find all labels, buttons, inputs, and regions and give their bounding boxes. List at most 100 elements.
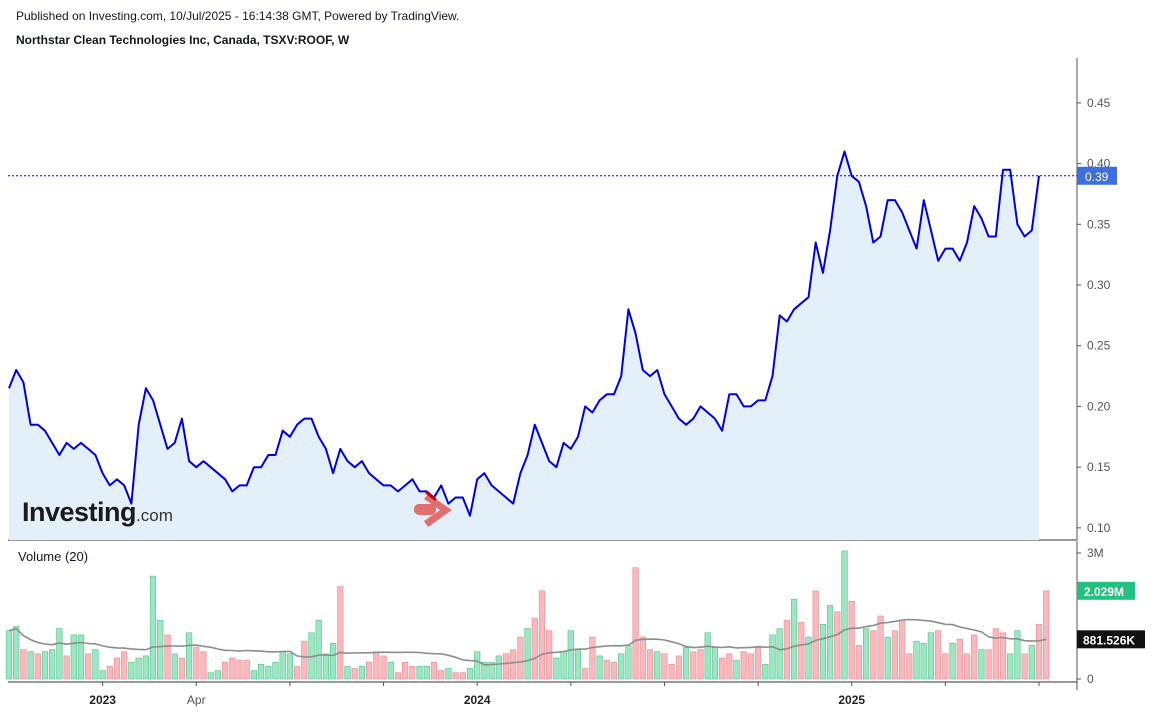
volume-bar	[344, 666, 351, 680]
volume-bar	[63, 655, 70, 680]
volume-bar	[373, 651, 380, 680]
volume-bar	[654, 651, 661, 680]
volume-bar	[963, 653, 971, 680]
volume-bar	[409, 666, 416, 680]
volume-bar	[690, 651, 697, 680]
volume-bar	[193, 647, 200, 680]
volume-bar	[113, 657, 121, 680]
volume-bar	[776, 628, 783, 680]
price-area-fill	[9, 151, 1039, 540]
volume-tick-label: 0	[1087, 672, 1094, 686]
volume-bar	[41, 651, 49, 680]
price-tick-label: 0.25	[1087, 339, 1111, 353]
volume-bar	[942, 653, 949, 680]
volume-bar	[1028, 645, 1035, 680]
volume-bar	[56, 628, 63, 680]
chart-symbol-title: Northstar Clean Technologies Inc, Canada…	[16, 33, 350, 47]
volume-bar	[250, 670, 258, 680]
volume-bar	[222, 661, 229, 680]
volume-bar	[164, 634, 171, 680]
volume-tick-label: 3M	[1087, 546, 1104, 560]
price-tick-label: 0.30	[1087, 278, 1111, 292]
volume-ma-line	[8, 618, 1047, 666]
volume-bar	[387, 661, 394, 680]
time-tick-label: 2024	[464, 693, 491, 707]
volume-bar	[834, 611, 841, 680]
volume-bar	[322, 653, 330, 680]
volume-bar	[1035, 624, 1043, 680]
volume-bar	[149, 575, 157, 680]
volume-bar	[272, 661, 279, 680]
volume-bar	[711, 647, 718, 680]
volume-bar	[682, 647, 690, 680]
last-price-label: 0.39	[1085, 170, 1109, 184]
volume-bar	[553, 657, 560, 680]
price-tick-label: 0.10	[1087, 521, 1111, 535]
volume-bar	[337, 586, 344, 680]
volume-bar	[805, 636, 812, 680]
volume-bar	[365, 661, 373, 680]
volume-bar	[913, 640, 920, 680]
volume-bar	[862, 628, 870, 680]
volume-bar	[769, 634, 776, 680]
volume-bar	[423, 666, 430, 680]
volume-indicator-label: Volume (20)	[18, 549, 89, 564]
volume-bar	[474, 651, 481, 680]
volume-bar	[171, 653, 178, 680]
volume-bar	[1043, 590, 1050, 680]
price-series-layer	[8, 150, 1077, 540]
volume-bar	[135, 657, 142, 680]
volume-bar	[798, 621, 805, 680]
volume-bar	[848, 600, 855, 680]
volume-bar	[718, 657, 726, 680]
volume-bar	[661, 653, 668, 680]
volume-bar	[546, 630, 553, 680]
volume-bar	[77, 634, 85, 680]
volume-bar	[877, 615, 884, 680]
volume-bar	[502, 653, 510, 680]
volume-bar	[488, 661, 495, 680]
last-volume-badge	[1077, 581, 1135, 600]
volume-bar	[293, 666, 301, 680]
volume-bar	[891, 630, 898, 680]
volume-bar	[754, 647, 762, 680]
volume-bar	[949, 642, 956, 680]
volume-bar	[265, 666, 272, 680]
volume-bar	[697, 649, 704, 680]
volume-bar	[560, 651, 567, 680]
price-tick-label: 0.35	[1087, 217, 1111, 231]
volume-bar	[985, 649, 992, 680]
volume-bar	[906, 653, 913, 680]
time-tick-label: Apr	[187, 693, 206, 707]
volume-bar	[70, 634, 77, 680]
volume-bar	[841, 550, 848, 680]
volume-bar	[740, 651, 747, 680]
volume-bar	[5, 630, 13, 680]
volume-bar	[157, 619, 164, 680]
volume-bar	[733, 659, 740, 680]
volume-ma-badge	[1077, 630, 1145, 649]
volume-bar	[301, 640, 308, 680]
volume-bar	[99, 670, 106, 680]
volume-bar	[214, 670, 222, 680]
event-arrow-icon	[414, 490, 452, 527]
volume-bar	[884, 636, 891, 680]
volume-bar	[524, 628, 531, 680]
price-series-line	[8, 150, 1040, 517]
volume-bar	[416, 666, 423, 680]
volume-bar	[445, 668, 452, 680]
price-tick-label: 0.45	[1087, 96, 1111, 110]
volume-bar	[1014, 630, 1021, 680]
price-tick-label: 0.20	[1087, 399, 1111, 413]
volume-bar	[358, 666, 366, 680]
investing-logo: Investing.com	[22, 497, 173, 527]
volume-bar	[603, 659, 610, 680]
volume-bar	[34, 653, 41, 680]
volume-bar	[510, 649, 517, 680]
volume-bar	[178, 657, 186, 680]
volume-bar	[121, 651, 128, 680]
time-tick-label: 2025	[838, 693, 865, 707]
volume-bar	[92, 649, 99, 680]
volume-ma-label: 881.526K	[1083, 633, 1135, 647]
